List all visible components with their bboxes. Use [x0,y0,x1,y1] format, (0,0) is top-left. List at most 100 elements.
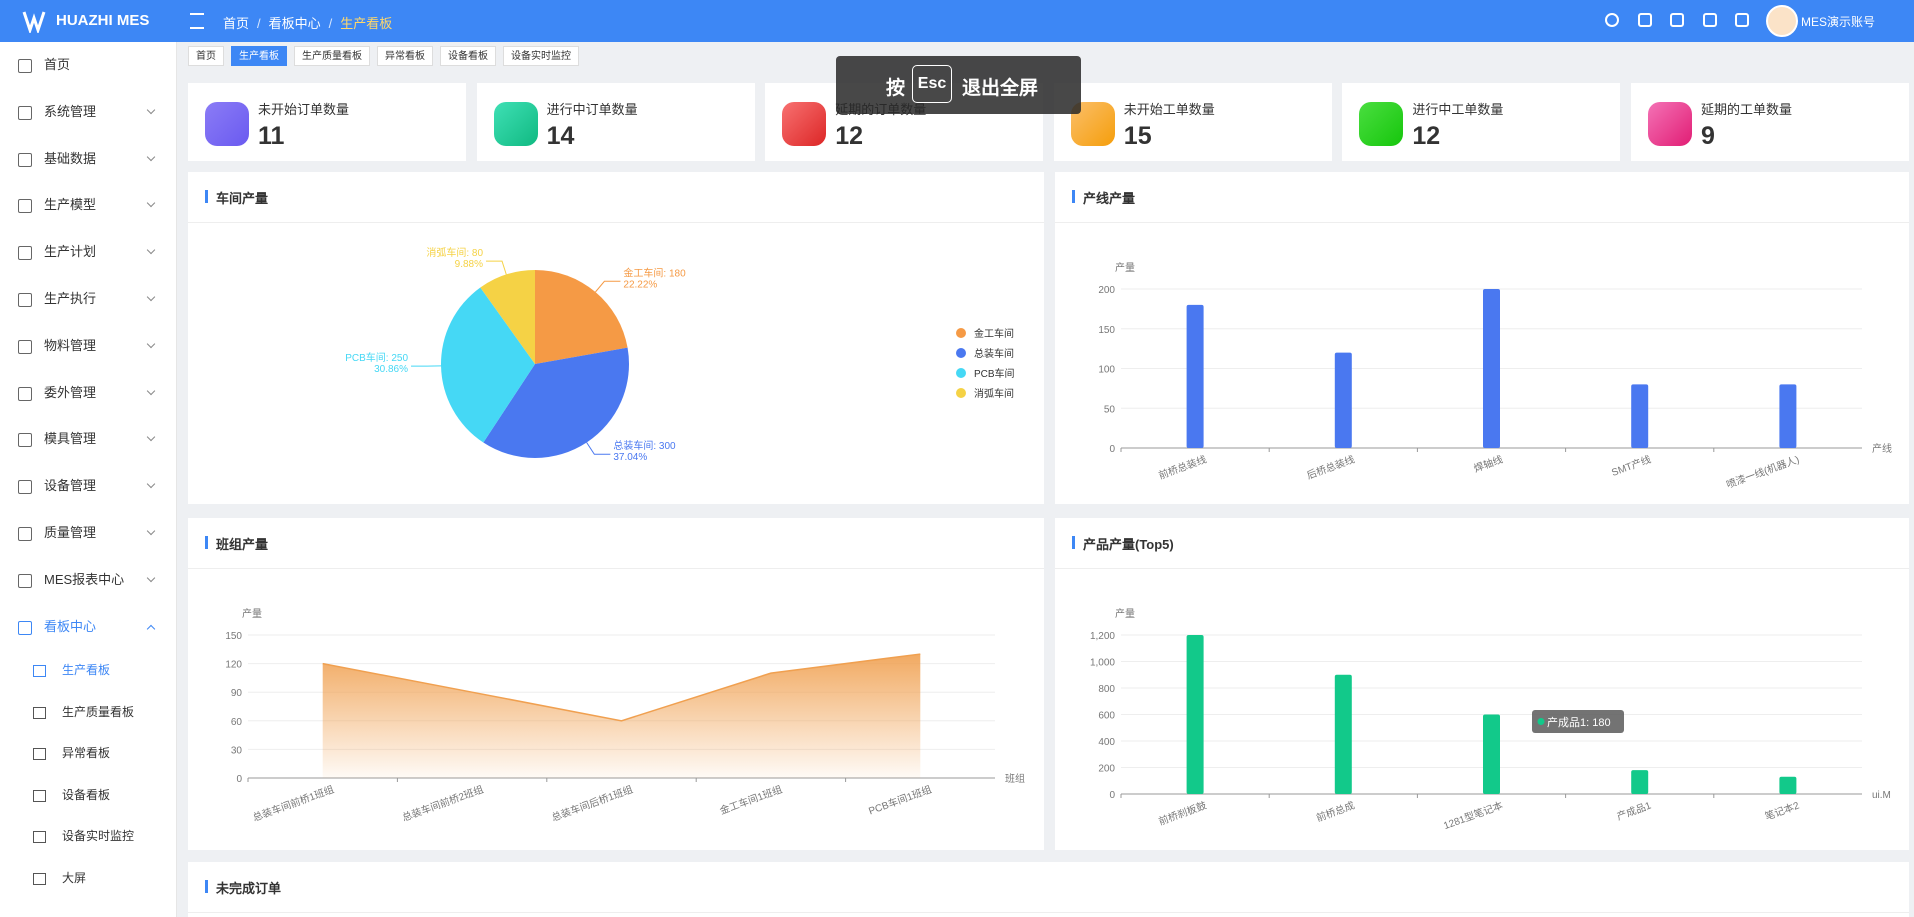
bar [1779,384,1797,448]
submenu-item[interactable]: 设备实时监控 [0,816,176,857]
menu-label: 生产计划 [44,244,97,260]
submenu-item[interactable]: 大屏 [0,858,176,899]
tooltip-box [1532,710,1624,733]
menu-label: 生产模型 [44,197,97,213]
x-tick-label: 前桥总成 [1314,799,1356,825]
menu-label: 设备管理 [44,478,97,494]
menu-label: 模具管理 [44,431,97,447]
submenu-icon [33,789,46,802]
hint-prefix: 按 [886,78,906,99]
breadcrumb-item[interactable]: 首页 [223,16,250,31]
submenu-item[interactable]: 生产看板 [0,650,176,691]
menu-item[interactable]: 生产模型 [0,182,176,228]
search-icon[interactable] [1605,13,1619,27]
menu-label: 生产执行 [44,291,97,306]
x-axis-title: ui.M [1872,790,1891,801]
stat-card: 未开始工单数量 15 [1053,83,1332,161]
breadcrumb-item: 生产看板 [340,16,393,31]
submenu-item[interactable]: 生产质量看板 [0,692,176,733]
bar [1779,776,1797,794]
font-size-icon[interactable] [1670,13,1684,27]
menu-icon [18,433,32,448]
stat-label: 未开始工单数量 [1123,102,1215,117]
menu-item[interactable]: 质量管理 [0,510,176,556]
x-tick-label: 喷漆一线(机器人) [1724,453,1800,491]
stat-label: 未开始订单数量 [258,102,350,117]
y-tick-label: 400 [1098,737,1115,748]
label-line [586,442,611,455]
menu-item[interactable]: MES报表中心 [0,557,176,603]
legend-label: 金工车间 [974,327,1014,340]
menu-label: 委外管理 [44,384,97,400]
menu-arrow [146,105,156,115]
panel: 未完成订单 [188,862,1909,917]
collapse-button[interactable] [190,13,204,29]
bar [1334,674,1352,794]
menu-icon [18,480,32,495]
menu-item[interactable]: 生产计划 [0,229,176,275]
y-tick-label: 800 [1098,684,1115,695]
menu-arrow [146,573,156,583]
bar [1631,384,1649,448]
y-tick-label: 120 [225,660,242,671]
legend-marker [956,348,966,358]
message-icon[interactable] [1735,13,1749,27]
label-line [486,260,507,275]
hint-text: 退出全屏 [962,78,1039,99]
menu-label: 物料管理 [44,337,97,353]
submenu-label: 异常看板 [62,746,111,761]
legend-marker [956,388,966,398]
pie-slice [483,347,629,458]
menu-icon [18,152,32,167]
slice-percent: 37.04% [613,452,647,463]
panel: 产线产量 0 50 100 150 200 产量 产线 前桥总装线 后桥总装线 焊轴线 SMT产线 喷漆… [1055,172,1909,504]
language-icon[interactable] [1703,13,1717,27]
submenu-icon [33,748,46,761]
submenu-icon [33,706,46,719]
tab[interactable]: 生产看板 [231,46,287,66]
stat-label: 延期的工单数量 [1701,102,1793,117]
y-tick-label: 1,200 [1090,631,1115,642]
menu-item[interactable]: 看板中心 [0,604,176,650]
user-name[interactable]: MES演示账号 [1801,15,1876,29]
label-line [595,280,621,293]
submenu-label: 生产质量看板 [62,704,135,719]
panel: 班组产量 0 30 60 90 120 150 产量 班组 总装车间前桥1班组 总装车间前桥2班组 总… [188,518,1044,850]
logo-icon [22,11,46,33]
y-tick-label: 0 [1109,444,1115,455]
menu-item[interactable]: 基础数据 [0,136,176,182]
breadcrumb-item[interactable]: 看板中心 [268,16,321,31]
submenu-item[interactable]: 设备看板 [0,775,176,816]
x-axis-title: 产线 [1872,442,1892,455]
hint-key: Esc [912,65,952,103]
menu-item[interactable]: 生产执行 [0,276,176,322]
x-tick-label: 后桥总装线 [1305,453,1356,482]
tab[interactable]: 设备看板 [440,46,496,66]
legend-label: 总装车间 [974,347,1014,360]
x-tick-label: 笔记本2 [1763,798,1801,823]
tab[interactable]: 生产质量看板 [294,46,370,66]
tab[interactable]: 设备实时监控 [503,46,579,66]
menu-item[interactable]: 委外管理 [0,370,176,416]
menu-label: 系统管理 [44,103,97,119]
stat-card: 进行中订单数量 14 [476,83,755,161]
menu-arrow [146,245,156,255]
stat-card: 进行中工单数量 12 [1342,83,1621,161]
submenu-icon [33,831,46,844]
menu-item[interactable]: 首页 [0,42,176,88]
tab[interactable]: 首页 [188,46,224,66]
header: HUAZHI MES 首页 / 看板中心 / 生产看板 MES演示账号 [0,0,1914,42]
y-tick-label: 150 [1098,325,1115,336]
menu-item[interactable]: 模具管理 [0,416,176,462]
submenu-item[interactable]: 异常看板 [0,733,176,774]
menu-item[interactable]: 系统管理 [0,89,176,135]
avatar[interactable] [1766,5,1798,37]
menu-item[interactable]: 设备管理 [0,463,176,509]
pie-slice [535,270,628,364]
panel-title: 车间产量 [216,191,269,206]
fullscreen-icon[interactable] [1638,13,1652,27]
menu-item[interactable]: 物料管理 [0,323,176,369]
tab[interactable]: 异常看板 [377,46,433,66]
